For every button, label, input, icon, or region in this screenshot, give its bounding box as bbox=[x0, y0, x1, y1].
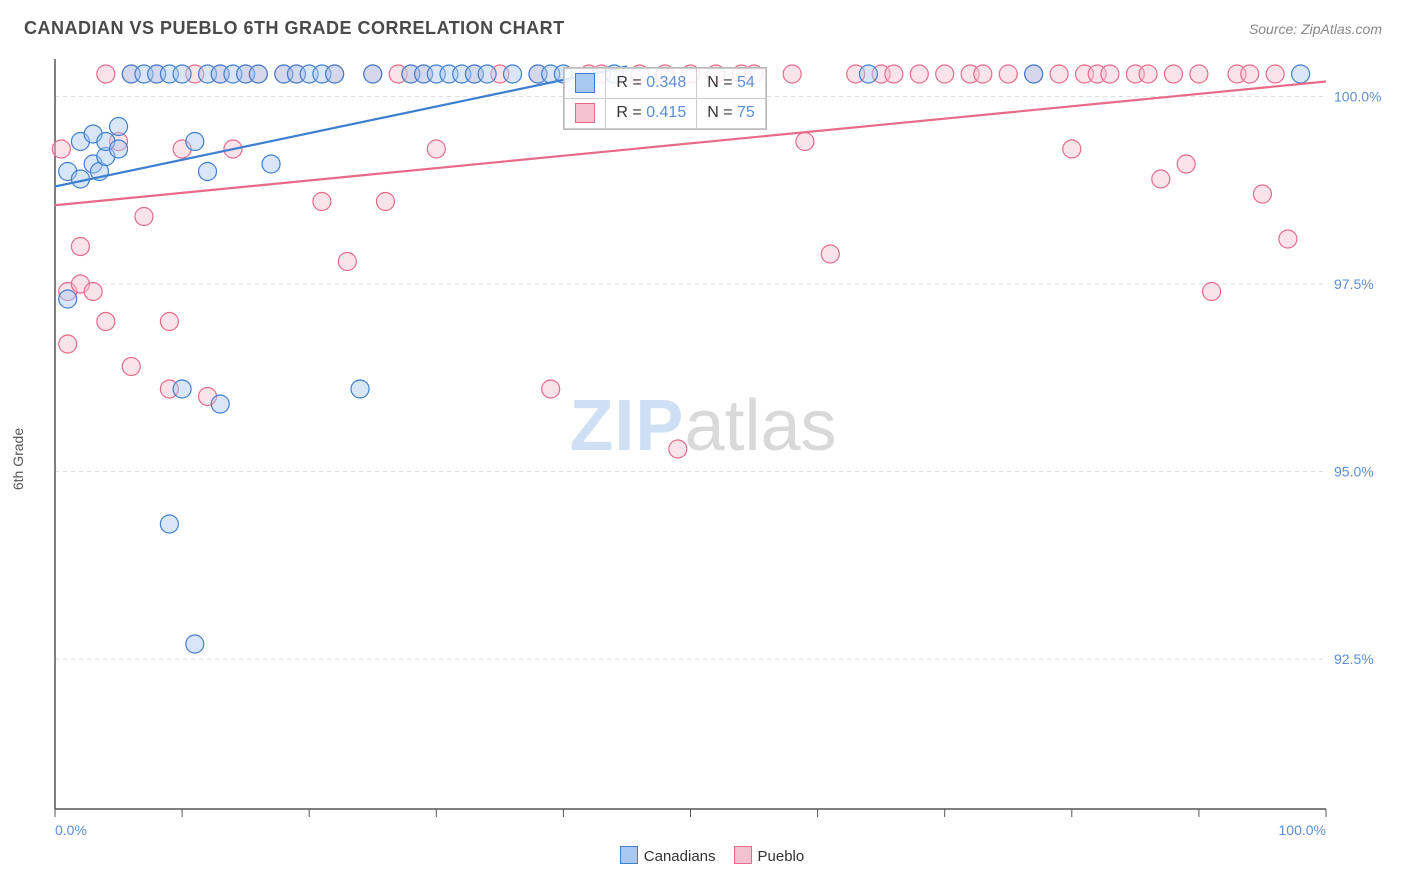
scatter-plot-svg: 92.5% 95.0% 97.5% 100.0% 0.0% 100.0% bbox=[0, 49, 1406, 869]
canadians-r-value: 0.348 bbox=[646, 74, 686, 91]
pueblo-point bbox=[1190, 65, 1208, 83]
canadians-point bbox=[186, 635, 204, 653]
pueblo-point bbox=[885, 65, 903, 83]
pueblo-point bbox=[1139, 65, 1157, 83]
pueblo-legend-swatch bbox=[734, 846, 752, 864]
canadians-point bbox=[173, 65, 191, 83]
canadians-point bbox=[326, 65, 344, 83]
canadians-trendline bbox=[55, 67, 627, 187]
pueblo-point bbox=[427, 140, 445, 158]
canadians-point bbox=[351, 380, 369, 398]
pueblo-point bbox=[338, 253, 356, 271]
pueblo-point bbox=[1164, 65, 1182, 83]
pueblo-point bbox=[376, 193, 394, 211]
pueblo-point bbox=[313, 193, 331, 211]
pueblo-point bbox=[97, 65, 115, 83]
pueblo-point bbox=[936, 65, 954, 83]
x-tick-label: 0.0% bbox=[55, 822, 87, 838]
y-tick-label: 92.5% bbox=[1334, 651, 1374, 667]
y-tick-label: 95.0% bbox=[1334, 464, 1374, 480]
pueblo-point bbox=[1063, 140, 1081, 158]
y-tick-label: 100.0% bbox=[1334, 89, 1381, 105]
chart-title: CANADIAN VS PUEBLO 6TH GRADE CORRELATION… bbox=[24, 18, 565, 39]
pueblo-point bbox=[669, 440, 687, 458]
pueblo-point bbox=[1266, 65, 1284, 83]
pueblo-point bbox=[1279, 230, 1297, 248]
pueblo-point bbox=[84, 283, 102, 301]
canadians-point bbox=[173, 380, 191, 398]
pueblo-legend-label: Pueblo bbox=[758, 848, 805, 865]
pueblo-point bbox=[1177, 155, 1195, 173]
canadians-point bbox=[59, 290, 77, 308]
chart-area: 6th Grade 92.5% 95.0% 97.5% 100.0% 0.0% 100.0… bbox=[0, 49, 1406, 869]
canadians-point bbox=[110, 140, 128, 158]
pueblo-point bbox=[974, 65, 992, 83]
canadians-point bbox=[160, 515, 178, 533]
n-label: N = bbox=[707, 104, 732, 121]
pueblo-point bbox=[1203, 283, 1221, 301]
pueblo-point bbox=[796, 133, 814, 151]
pueblo-point bbox=[1050, 65, 1068, 83]
pueblo-point bbox=[783, 65, 801, 83]
canadians-point bbox=[110, 118, 128, 136]
canadians-point bbox=[186, 133, 204, 151]
n-label: N = bbox=[707, 74, 732, 91]
pueblo-point bbox=[59, 335, 77, 353]
canadians-point bbox=[364, 65, 382, 83]
pueblo-n-value: 75 bbox=[737, 104, 755, 121]
canadians-point bbox=[859, 65, 877, 83]
pueblo-point bbox=[1253, 185, 1271, 203]
pueblo-point bbox=[1241, 65, 1259, 83]
canadians-point bbox=[262, 155, 280, 173]
pueblo-point bbox=[1152, 170, 1170, 188]
pueblo-point bbox=[122, 358, 140, 376]
canadians-point bbox=[249, 65, 267, 83]
pueblo-point bbox=[910, 65, 928, 83]
canadians-point bbox=[504, 65, 522, 83]
series-legend: Canadians Pueblo bbox=[0, 846, 1406, 865]
pueblo-r-value: 0.415 bbox=[646, 104, 686, 121]
r-label: R = bbox=[616, 74, 641, 91]
pueblo-point bbox=[160, 313, 178, 331]
pueblo-point bbox=[999, 65, 1017, 83]
canadians-swatch bbox=[575, 73, 595, 93]
canadians-n-value: 54 bbox=[737, 74, 755, 91]
r-label: R = bbox=[616, 104, 641, 121]
pueblo-point bbox=[821, 245, 839, 263]
pueblo-point bbox=[71, 238, 89, 256]
x-tick-label: 100.0% bbox=[1279, 822, 1326, 838]
canadians-legend-label: Canadians bbox=[644, 848, 716, 865]
y-tick-label: 97.5% bbox=[1334, 276, 1374, 292]
canadians-point bbox=[1292, 65, 1310, 83]
pueblo-swatch bbox=[575, 103, 595, 123]
y-axis-label: 6th Grade bbox=[10, 428, 26, 490]
pueblo-point bbox=[135, 208, 153, 226]
canadians-point bbox=[199, 163, 217, 181]
canadians-legend-swatch bbox=[620, 846, 638, 864]
canadians-point bbox=[211, 395, 229, 413]
pueblo-point bbox=[542, 380, 560, 398]
pueblo-point bbox=[1101, 65, 1119, 83]
chart-header: CANADIAN VS PUEBLO 6TH GRADE CORRELATION… bbox=[0, 0, 1406, 49]
source-attribution: Source: ZipAtlas.com bbox=[1249, 21, 1382, 37]
canadians-point bbox=[478, 65, 496, 83]
canadians-point bbox=[1025, 65, 1043, 83]
pueblo-point bbox=[97, 313, 115, 331]
stats-legend-box: R = 0.348 N = 54 R = 0.415 N = 75 bbox=[563, 67, 766, 130]
pueblo-point bbox=[52, 140, 70, 158]
